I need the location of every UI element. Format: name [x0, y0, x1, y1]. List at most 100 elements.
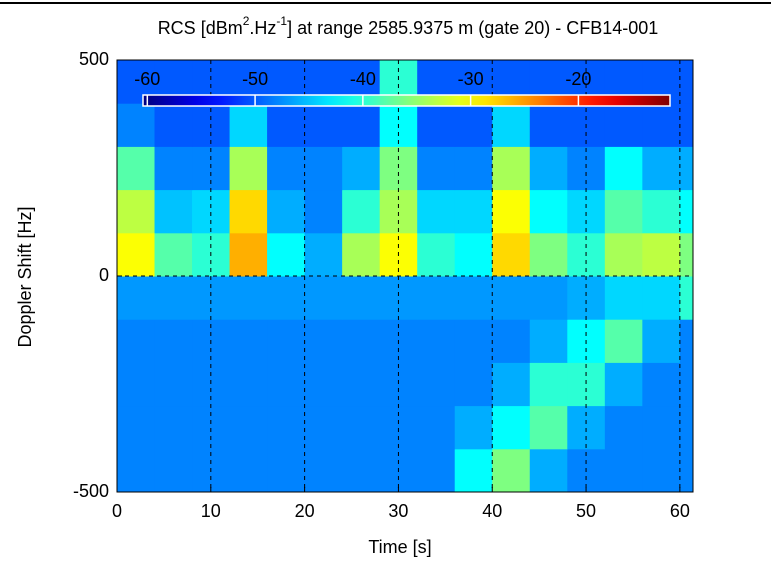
heatmap-cell — [529, 362, 568, 407]
heatmap-cell — [417, 103, 456, 147]
heatmap-cell — [492, 146, 531, 191]
heatmap-cell — [417, 319, 456, 363]
heatmap-cell — [454, 189, 493, 234]
heatmap-cell — [417, 189, 456, 234]
heatmap-cell — [642, 448, 681, 493]
x-tick-label: 40 — [482, 501, 502, 521]
heatmap-cell — [529, 146, 568, 191]
heatmap-cell — [642, 103, 681, 147]
heatmap-cell — [267, 448, 306, 493]
colorbar-tick-label: -60 — [134, 69, 160, 89]
heatmap-cell — [529, 319, 568, 363]
heatmap-cell — [679, 103, 694, 147]
heatmap-cell — [267, 319, 306, 363]
heatmap-cell — [492, 232, 531, 277]
heatmap-cell — [417, 362, 456, 407]
heatmap-cell — [454, 319, 493, 363]
heatmap-cell — [492, 103, 531, 147]
heatmap-cell — [417, 232, 456, 277]
heatmap-cell — [154, 189, 193, 234]
heatmap-cell — [679, 362, 694, 407]
heatmap-cell — [304, 362, 343, 407]
heatmap-cell — [492, 319, 531, 363]
heatmap-cell — [342, 232, 381, 277]
heatmap-cell — [604, 362, 643, 407]
heatmap-cell — [679, 276, 694, 320]
heatmap-cell — [492, 448, 531, 493]
heatmap-cell — [342, 189, 381, 234]
heatmap-cell — [229, 146, 268, 191]
heatmap-cell — [267, 103, 306, 147]
heatmap-cell — [154, 319, 193, 363]
heatmap-cell — [342, 405, 381, 450]
heatmap-cell — [679, 60, 694, 104]
heatmap-cell — [154, 232, 193, 277]
title-part: .Hz — [249, 18, 276, 38]
heatmap-cell — [454, 146, 493, 191]
heatmap-cell — [604, 405, 643, 450]
heatmap-cell — [454, 405, 493, 450]
heatmap-cell — [304, 448, 343, 493]
heatmap-cell — [417, 276, 456, 320]
heatmap-cell — [229, 405, 268, 450]
heatmap-cell — [604, 146, 643, 191]
heatmap-cell — [342, 362, 381, 407]
heatmap-cell — [117, 405, 156, 450]
heatmap-cell — [454, 103, 493, 147]
y-tick-label: -500 — [73, 481, 109, 501]
heatmap-cell — [604, 232, 643, 277]
x-axis-label: Time [s] — [368, 537, 431, 557]
heatmap-cell — [267, 276, 306, 320]
heatmap-cell — [304, 405, 343, 450]
heatmap-cell — [342, 103, 381, 147]
title-superscript: -1 — [276, 14, 287, 28]
heatmap-cell — [454, 362, 493, 407]
heatmap-cell — [154, 103, 193, 147]
colorbar — [142, 94, 671, 107]
heatmap-cell — [117, 276, 156, 320]
heatmap-cell — [304, 319, 343, 363]
heatmap-cell — [529, 189, 568, 234]
heatmap-cell — [304, 146, 343, 191]
heatmap-cell — [454, 232, 493, 277]
heatmap-cell — [679, 146, 694, 191]
heatmap-cell — [117, 232, 156, 277]
heatmap-cell — [529, 276, 568, 320]
title-part: ] at range 2585.9375 m (gate 20) - CFB14… — [287, 18, 658, 38]
y-axis-label: Doppler Shift [Hz] — [15, 206, 35, 347]
heatmap-cell — [679, 319, 694, 363]
heatmap-cell — [229, 362, 268, 407]
heatmap-cell — [117, 448, 156, 493]
y-tick-label: 0 — [99, 265, 109, 285]
heatmap-cell — [604, 103, 643, 147]
x-tick-label: 0 — [112, 501, 122, 521]
heatmap-cell — [529, 103, 568, 147]
heatmap-cell — [267, 146, 306, 191]
heatmap-cell — [267, 405, 306, 450]
colorbar-tick-label: -20 — [565, 69, 591, 89]
heatmap-cell — [604, 189, 643, 234]
heatmap-cell — [492, 276, 531, 320]
heatmap-cell — [604, 319, 643, 363]
heatmap-cell — [154, 448, 193, 493]
heatmap-cell — [154, 362, 193, 407]
x-tick-label: 20 — [295, 501, 315, 521]
heatmap-cell — [642, 405, 681, 450]
heatmap-cell — [342, 448, 381, 493]
heatmap-cell — [304, 189, 343, 234]
title-part: RCS [dBm — [158, 18, 243, 38]
heatmap-cell — [679, 405, 694, 450]
heatmap-cell — [642, 276, 681, 320]
heatmap-cell — [229, 448, 268, 493]
heatmap-cell — [229, 232, 268, 277]
heatmap-cell — [492, 189, 531, 234]
heatmap-cell — [679, 189, 694, 234]
heatmap-cell — [267, 189, 306, 234]
heatmap-cell — [229, 276, 268, 320]
heatmap-cell — [492, 362, 531, 407]
y-tick-label: 500 — [79, 49, 109, 69]
x-tick-label: 10 — [201, 501, 221, 521]
heatmap-cell — [229, 319, 268, 363]
heatmap-cell — [229, 103, 268, 147]
